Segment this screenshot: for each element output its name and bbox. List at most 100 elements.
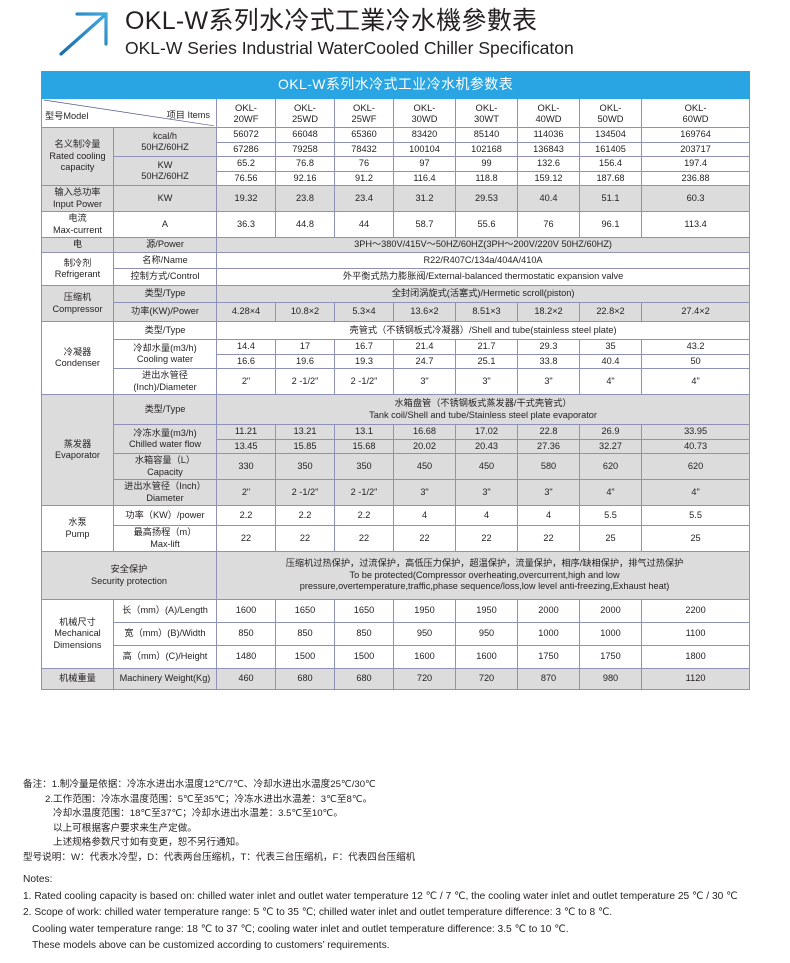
value-condenser-type: 壳管式（不锈钢板式冷凝器）/Shell and tube(stainless s… [215,321,751,340]
cell: 2 -1/2" [275,368,335,395]
cell: 330 [216,453,276,480]
item-pump-power: 功率（KW）/power [113,505,217,526]
cell: 29.53 [455,185,518,212]
cell: 23.8 [275,185,335,212]
note-cn-2: 2.工作范围：冷冻水温度范围：5℃至35℃；冷冻水进出水温差：3℃至8℃。 [45,793,373,805]
cell: 1600 [393,645,456,669]
cell: 680 [275,668,335,690]
item-evaporator-type: 类型/Type [113,394,217,425]
cell: 2000 [517,599,580,623]
cell: 4" [640,368,751,395]
cell: 1650 [275,599,335,623]
cell: 850 [334,622,394,646]
item-compressor-type: 类型/Type [113,285,217,303]
cell: 24.7 [393,353,456,369]
cell: 3" [517,368,580,395]
cell: 159.12 [517,170,580,186]
cell: 14.4 [216,339,276,355]
cell: 16.68 [393,424,456,440]
section-label-compressor: 压缩机 Compressor [41,285,114,322]
cell: 92.16 [275,170,335,186]
cell: 1500 [275,645,335,669]
cell: 44 [334,211,394,238]
note-en-1: 1. Rated cooling capacity is based on: c… [23,890,738,902]
cell: 22.8 [517,424,580,440]
cell: 580 [517,453,580,480]
table-row: 冷冻水量(m3/h) Chilled water flow 11.21 13.2… [42,424,751,454]
value-security: 压缩机过热保护，过流保护，高低压力保护，超温保护，流量保护，相序/缺相保护，排气… [215,551,751,600]
item-compressor-power: 功率(KW)/Power [113,302,217,322]
notes-chinese: 备注：1.制冷量是依据：冷冻水进出水温度12℃/7℃、冷却水进出水温度25℃/3… [23,778,783,866]
table-row: 进出水管径（Inch） Diameter 2" 2 -1/2" 2 -1/2" … [42,479,751,506]
note-cn-4: 以上可根据客户要求来生产定做。 [53,822,197,834]
cell: 850 [216,622,276,646]
value-refrigerant-name: R22/R407C/134a/404A/410A [215,252,751,269]
item-evaporator-diameter: 进出水管径（Inch） Diameter [113,479,217,506]
cell: 55.6 [455,211,518,238]
table-row: 名义制冷量 Rated cooling capacity kcal/h 50HZ… [41,127,751,186]
cell: 3" [517,479,580,506]
cell: 33.95 [640,424,751,440]
cell: 2.2 [216,505,276,526]
section-label-dimensions: 机械尺寸 Mechanical Dimensions [41,599,114,669]
cell: 66048 [275,127,335,143]
corner-header-cell: 型号Model 项目 Items [41,98,217,128]
cell: 97 [393,156,456,172]
table-row: 76.56 92.16 91.2 116.4 118.8 159.12 187.… [42,170,751,186]
cell: 43.2 [640,339,751,355]
table-row: 蒸发器 Evaporator 类型/Type 水箱盘管（不锈钢板式蒸发器/干式壳… [41,394,751,506]
cell: 56072 [216,127,276,143]
cell: 136843 [517,141,580,157]
cell: 85140 [455,127,518,143]
cell: 13.45 [216,438,276,454]
page-title-cn: OKL-W系列水冷式工業冷水機參數表 [125,7,538,35]
cell: 850 [275,622,335,646]
cell: 25 [640,525,751,552]
table-row: 水箱容量（L） Capacity 330 350 350 450 450 580… [42,453,751,480]
cell: 67286 [216,141,276,157]
cell: 20.02 [393,438,456,454]
cell: 169764 [640,127,751,143]
cell: 22.8×2 [579,302,642,322]
cell: 65360 [334,127,394,143]
item-refrigerant-control: 控制方式/Control [113,268,217,286]
cell: 26.9 [579,424,642,440]
model-col-2: OKL- 25WF [334,98,394,128]
cell: 50 [640,353,751,369]
unit-input-power: KW [113,185,217,212]
cell: 100104 [393,141,456,157]
cell: 76 [334,156,394,172]
cell: 51.1 [579,185,642,212]
table-header-row: 型号Model 项目 Items OKL- 20WF OKL- 25WD OKL- 2… [41,98,751,128]
cell: 1750 [579,645,642,669]
cell: 31.2 [393,185,456,212]
notes-english: Notes: 1. Rated cooling capacity is base… [23,872,779,955]
item-evaporator-capacity: 水箱容量（L） Capacity [113,453,217,480]
table-row: 安全保护 Security protection 压缩机过热保护，过流保护，高低… [41,551,751,600]
spec-table: OKL-W系列水冷式工业冷水机参数表 型号Model 项目 Items OKL-… [40,71,751,690]
cell: 116.4 [393,170,456,186]
value-evaporator-type: 水箱盘管（不锈钢板式蒸发器/干式壳管式） Tank coil/Shell and… [215,394,751,425]
section-label-input-power: 输入总功率 Input Power [41,185,114,212]
cell: 4 [517,505,580,526]
cell: 99 [455,156,518,172]
cell: 79258 [275,141,335,157]
value-compressor-type: 全封闭涡旋式(活塞式)/Hermetic scroll(piston) [215,285,751,303]
cell: 3" [393,368,456,395]
arrow-up-right-icon [55,8,119,60]
table-row: 冷凝器 Condenser 类型/Type 壳管式（不锈钢板式冷凝器）/Shel… [41,321,751,395]
item-pump-lift: 最高扬程（m） Max-lift [113,525,217,552]
table-row: 电 源/Power 3PH～380V/415V～50HZ/60HZ(3PH～20… [41,237,751,253]
cell: 187.68 [579,170,642,186]
cell: 27.4×2 [640,302,751,322]
cell: 114036 [517,127,580,143]
cell: 620 [640,453,751,480]
cell: 19.32 [216,185,276,212]
table-row: 控制方式/Control 外平衡式热力膨胀阀/External-balanced… [42,268,751,286]
cell: 33.8 [517,353,580,369]
model-col-3: OKL- 30WD [393,98,456,128]
cell: 350 [334,453,394,480]
cell: 4" [640,479,751,506]
cell: 23.4 [334,185,394,212]
